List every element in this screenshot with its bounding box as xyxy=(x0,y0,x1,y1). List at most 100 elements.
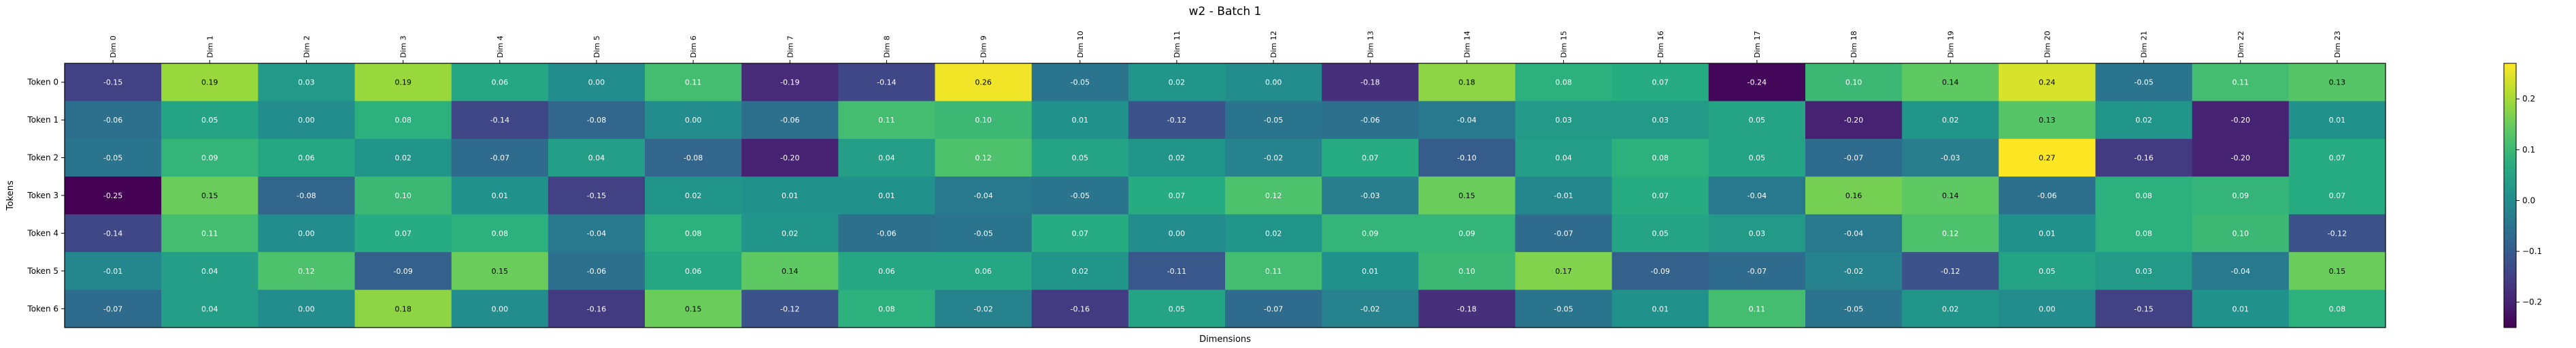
cell-value-label: -0.16 xyxy=(1071,304,1090,313)
heatmap-cell xyxy=(1031,214,1129,253)
cell-value-label: -0.04 xyxy=(1844,229,1863,238)
heatmap-cell xyxy=(1902,214,1999,253)
cell-value-label: 0.14 xyxy=(1942,191,1959,200)
cell-value-label: -0.19 xyxy=(780,78,799,87)
heatmap-cell xyxy=(1902,138,1999,177)
heatmap-cell xyxy=(1515,289,1613,328)
cell-value-label: -0.02 xyxy=(973,304,992,313)
heatmap-cell xyxy=(1128,63,1226,101)
heatmap-cell xyxy=(1708,101,1806,140)
cell-value-label: 0.02 xyxy=(2135,116,2152,125)
cell-value-label: 0.27 xyxy=(2039,154,2056,163)
cell-value-label: 0.00 xyxy=(492,304,509,313)
cell-value-label: -0.12 xyxy=(1167,116,1186,125)
cell-value-label: 0.08 xyxy=(2135,229,2152,238)
cell-value-label: 0.02 xyxy=(685,191,702,200)
heatmap-cell xyxy=(645,252,742,291)
heatmap-cell xyxy=(65,214,162,253)
cell-value-label: 0.02 xyxy=(1072,267,1089,276)
cell-value-label: -0.04 xyxy=(1457,116,1476,125)
cell-value-label: 0.04 xyxy=(878,154,895,163)
cell-value-label: -0.04 xyxy=(1747,191,1767,200)
heatmap-cell xyxy=(451,252,549,291)
cell-value-label: 0.19 xyxy=(201,78,218,87)
cell-value-label: -0.16 xyxy=(587,304,606,313)
cell-value-label: 0.09 xyxy=(1362,229,1379,238)
cell-value-label: 0.15 xyxy=(1458,191,1475,200)
heatmap-cell xyxy=(1322,101,1419,140)
cell-value-label: 0.12 xyxy=(1265,191,1282,200)
heatmap-cell xyxy=(838,63,935,101)
cell-value-label: 0.13 xyxy=(2039,116,2056,125)
heatmap-cell xyxy=(741,289,839,328)
heatmap-cell xyxy=(935,176,1033,215)
cell-value-label: 0.00 xyxy=(2039,304,2056,313)
heatmap-cell xyxy=(2095,63,2193,101)
cell-value-label: -0.05 xyxy=(103,154,122,163)
heatmap-cell xyxy=(161,101,258,140)
cell-value-label: 0.11 xyxy=(201,229,218,238)
cell-value-label: 0.09 xyxy=(1458,229,1475,238)
cell-value-label: 0.04 xyxy=(588,154,605,163)
cell-value-label: 0.05 xyxy=(201,116,218,125)
heatmap-cell xyxy=(838,214,935,253)
heatmap-cell xyxy=(65,63,162,101)
heatmap-cell xyxy=(2192,176,2290,215)
cell-value-label: -0.07 xyxy=(1554,229,1573,238)
cell-value-label: 0.08 xyxy=(1555,78,1572,87)
cell-value-label: -0.02 xyxy=(1360,304,1379,313)
x-tick-label: Dim 11 xyxy=(1173,31,1182,58)
x-tick-label: Dim 18 xyxy=(1850,31,1858,58)
cell-value-label: -0.20 xyxy=(2231,154,2250,163)
heatmap-cell xyxy=(1902,101,1999,140)
y-tick-label: Token 4 xyxy=(27,228,58,238)
cell-value-label: 0.05 xyxy=(1652,229,1669,238)
cell-value-label: -0.16 xyxy=(2134,154,2153,163)
heatmap-cell xyxy=(1611,138,1709,177)
cell-value-label: 0.04 xyxy=(1555,154,1572,163)
heatmap-cell xyxy=(935,138,1033,177)
heatmap-cell xyxy=(1031,289,1129,328)
cell-value-label: 0.07 xyxy=(1362,154,1379,163)
heatmap-cell xyxy=(1708,252,1806,291)
cell-value-label: 0.16 xyxy=(1845,191,1862,200)
heatmap-cell xyxy=(258,176,355,215)
heatmap-cell xyxy=(65,138,162,177)
y-tick-label: Token 2 xyxy=(27,153,58,163)
x-tick-label: Dim 20 xyxy=(2043,31,2052,58)
heatmap-cell xyxy=(1418,214,1516,253)
heatmap-cell xyxy=(1998,176,2096,215)
x-tick-label: Dim 3 xyxy=(399,35,408,58)
heatmap-cell xyxy=(2288,63,2386,101)
heatmap-cell xyxy=(645,176,742,215)
x-axis-label: Dimensions xyxy=(1199,334,1251,345)
heatmap-cell xyxy=(1031,63,1129,101)
colorbar-gradient xyxy=(2503,63,2517,328)
heatmap-cell xyxy=(161,289,258,328)
x-tick-label: Dim 22 xyxy=(2237,31,2245,58)
heatmap-cell xyxy=(1805,214,1903,253)
cell-value-label: -0.14 xyxy=(103,229,122,238)
heatmap-cell xyxy=(1225,63,1322,101)
chart-title: w2 - Batch 1 xyxy=(1189,5,1262,18)
x-tick-label: Dim 9 xyxy=(980,35,988,58)
cell-value-label: -0.05 xyxy=(1844,304,1863,313)
cell-value-label: -0.06 xyxy=(2037,191,2056,200)
heatmap-cell xyxy=(354,214,452,253)
heatmap-cell xyxy=(1128,214,1226,253)
cell-value-label: 0.02 xyxy=(1169,154,1186,163)
cell-value-label: 0.08 xyxy=(395,116,412,125)
heatmap-cell xyxy=(65,252,162,291)
cell-value-label: -0.06 xyxy=(1360,116,1379,125)
heatmap-cell xyxy=(1805,289,1903,328)
x-tick-label: Dim 16 xyxy=(1656,31,1665,58)
heatmap-cell xyxy=(1225,214,1322,253)
heatmap-cell xyxy=(1805,252,1903,291)
cell-value-label: 0.01 xyxy=(2232,304,2249,313)
x-tick-label: Dim 21 xyxy=(2140,31,2149,58)
cell-value-label: 0.08 xyxy=(492,229,509,238)
heatmap-cell xyxy=(258,289,355,328)
heatmap-cell xyxy=(1708,63,1806,101)
heatmap-cell xyxy=(1515,138,1613,177)
heatmap-cell xyxy=(1805,176,1903,215)
